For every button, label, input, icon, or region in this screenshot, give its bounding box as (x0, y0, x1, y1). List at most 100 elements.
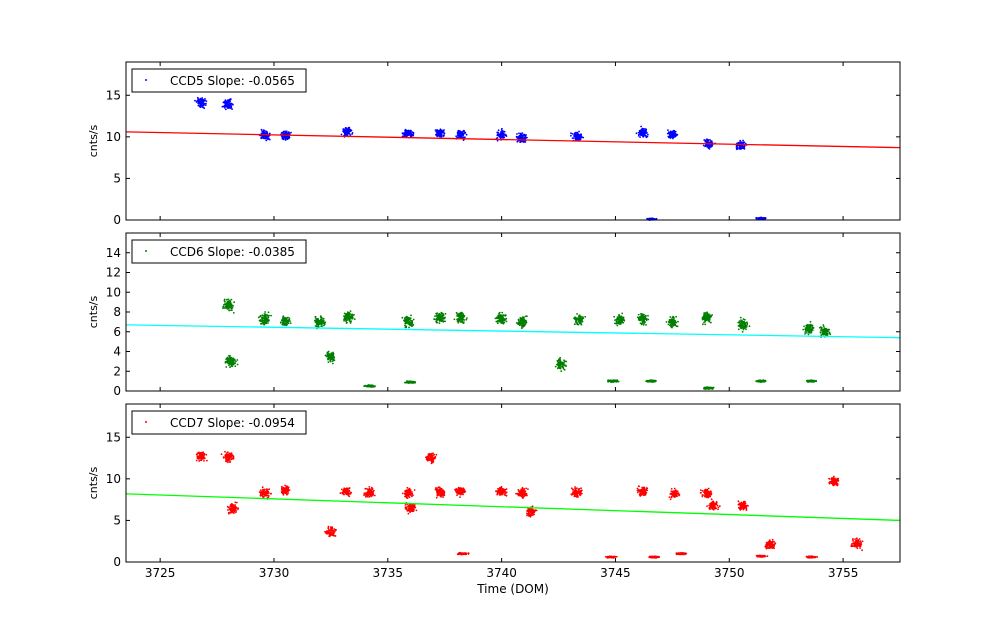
ccd6-point (755, 380, 758, 383)
ccd6-point (742, 322, 744, 324)
ccd7-point (226, 459, 228, 462)
ccd7-point (341, 491, 344, 494)
ccd5-point (443, 134, 445, 137)
ccd7-point (371, 494, 374, 496)
ccd5-point (402, 132, 405, 135)
ccd6-point (463, 319, 466, 321)
ccd6-point (329, 354, 332, 357)
ccd7-point (261, 495, 264, 498)
ccd6-point (576, 313, 578, 315)
ccd7-point (329, 530, 331, 532)
ccd6-point (322, 322, 325, 325)
ccd6-point (710, 321, 712, 324)
ccd5-point (639, 136, 641, 139)
ccd6-point (317, 319, 319, 322)
ccd6-point (289, 322, 292, 324)
ccd7-point (235, 501, 238, 504)
ccd6-point (233, 359, 235, 362)
ccd6-point (283, 319, 286, 321)
ccd6-point (266, 318, 269, 321)
ccd6-point (462, 316, 465, 318)
ccd5-point (225, 102, 228, 105)
ccd6-point (576, 322, 579, 324)
ccd6-point (331, 360, 334, 362)
ccd6-point (738, 320, 741, 323)
ccd6-point (458, 316, 461, 319)
ccd6-point (411, 322, 414, 324)
ccd6-point (459, 320, 462, 323)
ccd6-point (232, 357, 235, 360)
ccd5-point (497, 131, 500, 134)
ccd6-point (810, 327, 813, 329)
ccd6-point (440, 311, 443, 314)
ccd5-point (571, 137, 574, 140)
ccd6-point (230, 306, 233, 309)
ccd6-point (563, 369, 566, 371)
ccd5-point (645, 136, 648, 139)
ccd7-point (233, 512, 235, 514)
ccd6-point (811, 329, 814, 332)
ccd6-point (642, 323, 645, 326)
ccd5-point (571, 133, 574, 135)
ccd5-point (738, 144, 741, 147)
ccd6-point (228, 357, 231, 360)
ccd7-point (234, 507, 237, 510)
ccd6-point (345, 322, 348, 324)
ccd5-point (436, 131, 438, 134)
ccd7-point (284, 490, 287, 492)
ccd6-point (411, 324, 414, 327)
ccd7-point (324, 530, 326, 533)
ccd5-point (285, 130, 288, 133)
ccd6-point (229, 302, 232, 305)
ccd7-point (195, 453, 198, 456)
ccd5-point (205, 100, 208, 102)
ccd6-point (440, 315, 443, 318)
ccd6-point (319, 316, 322, 319)
ccd6-point (439, 313, 442, 316)
ccd6-point (229, 309, 231, 312)
ccd5-point (516, 133, 518, 135)
ccd6-point (345, 313, 348, 315)
ccd5-point (410, 134, 413, 136)
ccd6-point (636, 316, 639, 319)
ccd5-point (199, 102, 201, 105)
ccd6-point (577, 320, 580, 323)
ccd5-point (439, 135, 441, 138)
ccd7-point (197, 456, 200, 458)
ccd6-point (225, 298, 228, 301)
ccd6-point (706, 316, 708, 319)
ccd5-point (284, 139, 287, 141)
ccd5-y-tick-label: 0 (113, 213, 121, 227)
ccd7-point (334, 535, 337, 537)
ccd7-point (344, 492, 347, 494)
ccd6-point (501, 311, 504, 314)
ccd7-point (203, 460, 205, 462)
ccd5-point (502, 132, 505, 135)
ccd5-point (764, 217, 767, 220)
ccd7-point (266, 489, 269, 492)
ccd6-point (560, 370, 563, 372)
ccd7-point (232, 509, 235, 511)
ccd6-point (641, 313, 644, 316)
ccd5-point (348, 133, 351, 135)
ccd5-point (635, 132, 638, 135)
ccd6-point (343, 319, 345, 322)
ccd5-point (201, 105, 204, 108)
ccd5-point (736, 147, 739, 150)
ccd7-point (229, 511, 232, 514)
ccd5-point (669, 137, 672, 139)
ccd6-point (812, 327, 814, 330)
ccd6-point (505, 320, 508, 323)
ccd6-point (331, 358, 334, 361)
ccd5-point (707, 141, 710, 144)
x-tick-label: 3755 (828, 566, 859, 580)
ccd6-point (565, 365, 567, 367)
ccd7-point (327, 527, 330, 530)
ccd5-point (223, 107, 226, 109)
ccd6-point (270, 314, 272, 317)
ccd6-point (670, 324, 673, 327)
ccd6-point (519, 318, 522, 321)
ccd6-point (320, 323, 323, 325)
ccd6-point (764, 380, 767, 382)
